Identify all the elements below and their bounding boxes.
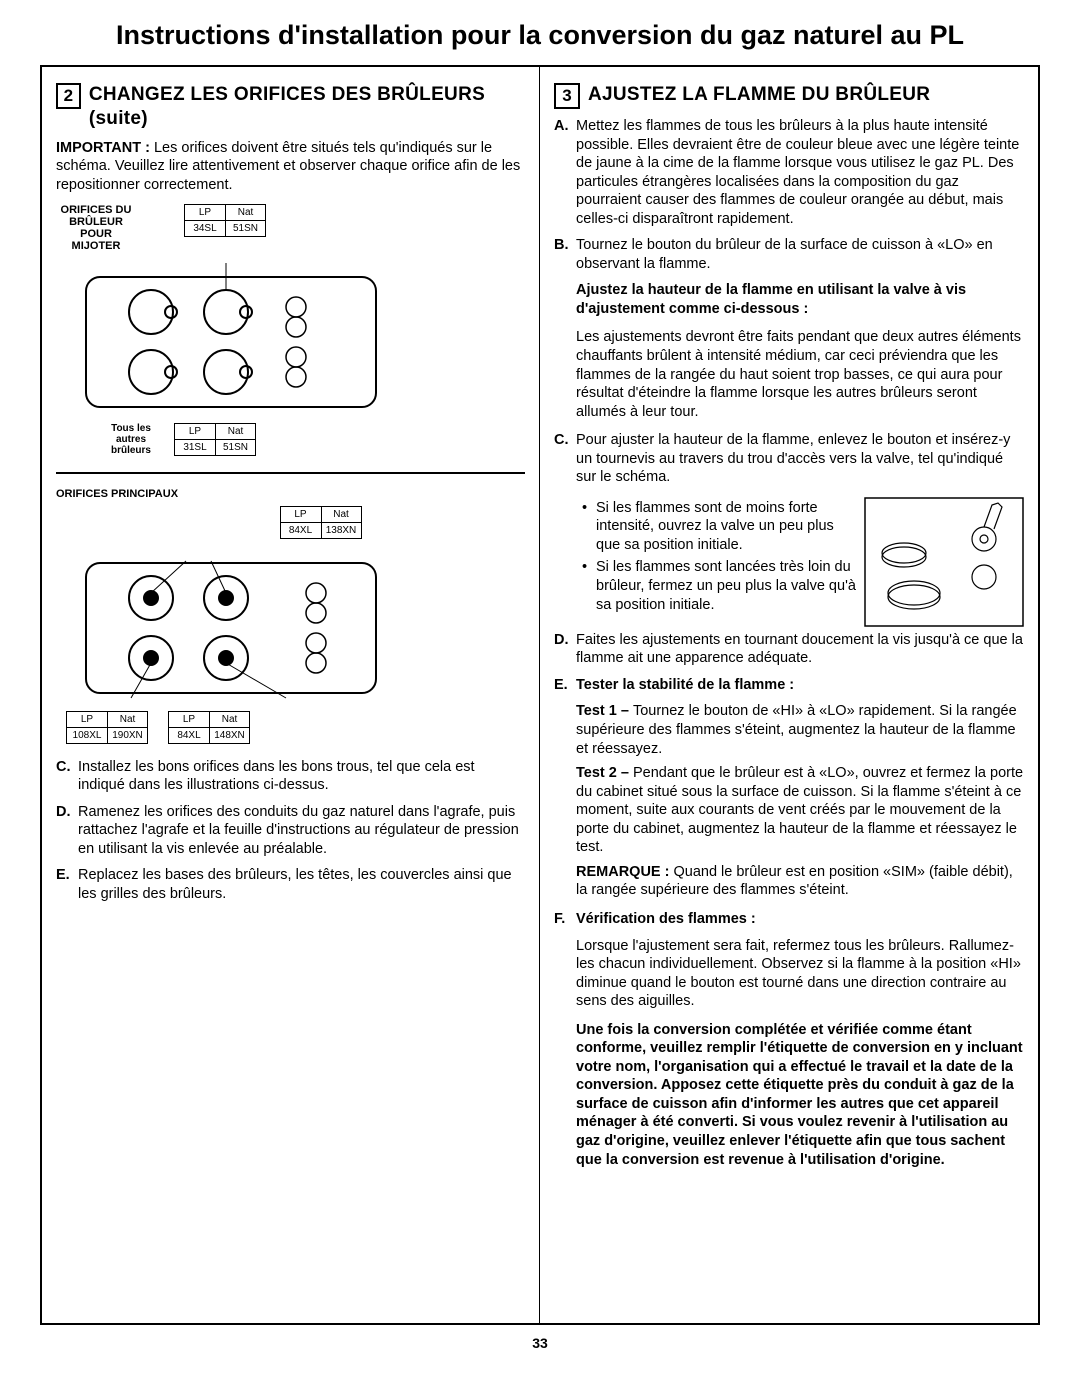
section-2-heading: 2 CHANGEZ LES ORIFICES DES BRÛLEURS (sui… [56,83,525,131]
item-3d: D. Faites les ajustements en tournant do… [554,631,1024,668]
adjust-bold: Ajustez la hauteur de la flamme en utili… [576,281,1024,318]
adjust-para: Les ajustements devront être faits penda… [576,328,1024,421]
page-number: 33 [40,1335,1040,1351]
lp-header: LP [185,205,225,220]
nat-header: Nat [215,424,255,439]
letter-e: E. [554,676,576,695]
simmer-b-lp: 31SL [175,440,215,455]
item-3a: A. Mettez les flammes de tous les brûleu… [554,117,1024,228]
important-label: IMPORTANT : [56,140,150,156]
main-figure-label: ORIFICES PRINCIPAUX [56,488,525,500]
item-2d: D. Ramenez les orifices des conduits du … [56,803,525,859]
nat-header: Nat [321,507,361,522]
item-3d-text: Faites les ajustements en tournant douce… [576,631,1024,668]
item-3e: E. Tester la stabilité de la flamme : [554,676,1024,695]
test2-label: Test 2 – [576,765,633,781]
page-title: Instructions d'installation pour la conv… [40,20,1040,51]
figure-main: ORIFICES PRINCIPAUX LP Nat 84XL 138XN [56,488,525,744]
nat-header: Nat [209,712,249,727]
final-bold-paragraph: Une fois la conversion complétée et véri… [576,1021,1024,1169]
figure-simmer: ORIFICES DU BRÛLEUR POUR MIJOTER LP Nat … [56,204,525,473]
main-br-table: LP Nat 84XL 148XN [168,711,250,744]
bullet-dot-icon: • [582,499,596,555]
main-br-lp: 84XL [169,728,209,743]
bullet-dot-icon: • [582,558,596,614]
test-2: Test 2 – Pendant que le brûleur est à «L… [576,764,1024,857]
item-3f: F. Vérification des flammes : [554,910,1024,929]
remarque: REMARQUE : Quand le brûleur est en posit… [576,863,1024,900]
simmer-bottom-table: LP Nat 31SL 51SN [174,423,256,456]
cooktop-diagram-main [56,543,396,713]
section-3-heading: 3 AJUSTEZ LA FLAMME DU BRÛLEUR [554,83,1024,109]
letter-f: F. [554,910,576,929]
item-3f-bold: Vérification des flammes : [576,910,1024,929]
letter-a: A. [554,117,576,228]
simmer-top-table: LP Nat 34SL 51SN [184,204,266,237]
item-3e-bold: Tester la stabilité de la flamme : [576,676,1024,695]
main-bl-lp: 108XL [67,728,107,743]
test2-text: Pendant que le brûleur est à «LO», ouvre… [576,765,1023,855]
test1-label: Test 1 – [576,703,633,719]
letter-e: E. [56,866,78,903]
valve-adjustment-diagram [864,497,1024,627]
letter-c: C. [56,758,78,795]
right-column: 3 AJUSTEZ LA FLAMME DU BRÛLEUR A. Mettez… [540,67,1038,1323]
simmer-lp-val: 34SL [185,221,225,236]
letter-d: D. [554,631,576,668]
item-3a-text: Mettez les flammes de tous les brûleurs … [576,117,1024,228]
lp-header: LP [281,507,321,522]
simmer-b-nat: 51SN [215,440,255,455]
step-number-3: 3 [554,83,580,109]
item-3c-text: Pour ajuster la hauteur de la flamme, en… [576,431,1024,487]
remarque-label: REMARQUE : [576,864,669,880]
step-3-title: AJUSTEZ LA FLAMME DU BRÛLEUR [588,83,930,107]
step-number-2: 2 [56,83,81,109]
item-3f-para: Lorsque l'ajustement sera fait, refermez… [576,937,1024,1011]
nat-header: Nat [225,205,265,220]
main-bl-table: LP Nat 108XL 190XN [66,711,148,744]
important-note: IMPORTANT : Les orifices doivent être si… [56,139,525,195]
item-2d-text: Ramenez les orifices des conduits du gaz… [78,803,525,859]
item-2e: E. Replacez les bases des brûleurs, les … [56,866,525,903]
lp-header: LP [175,424,215,439]
item-2c: C. Installez les bons orifices dans les … [56,758,525,795]
main-top-nat: 138XN [321,523,361,538]
main-bl-nat: 190XN [107,728,147,743]
main-br-nat: 148XN [209,728,249,743]
simmer-figure-label: ORIFICES DU BRÛLEUR POUR MIJOTER [56,204,136,252]
item-3b: B. Tournez le bouton du brûleur de la su… [554,236,1024,273]
cooktop-diagram-simmer [56,257,396,427]
bullet-2: • Si les flammes sont lancées très loin … [582,558,856,614]
step-2-title: CHANGEZ LES ORIFICES DES BRÛLEURS (suite… [89,83,525,131]
bullet-1: • Si les flammes sont de moins forte int… [582,499,856,555]
bullet-2-text: Si les flammes sont lancées très loin du… [596,558,856,614]
simmer-bottom-label: Tous les autres brûleurs [96,423,166,456]
item-3c: C. Pour ajuster la hauteur de la flamme,… [554,431,1024,487]
test1-text: Tournez le bouton de «HI» à «LO» rapidem… [576,703,1017,756]
simmer-nat-val: 51SN [225,221,265,236]
left-column: 2 CHANGEZ LES ORIFICES DES BRÛLEURS (sui… [42,67,540,1323]
item-2e-text: Replacez les bases des brûleurs, les têt… [78,866,525,903]
letter-c: C. [554,431,576,487]
item-3b-text: Tournez le bouton du brûleur de la surfa… [576,236,1024,273]
nat-header: Nat [107,712,147,727]
lp-header: LP [67,712,107,727]
lp-header: LP [169,712,209,727]
letter-b: B. [554,236,576,273]
bullet-1-text: Si les flammes sont de moins forte inten… [596,499,856,555]
main-top-table: LP Nat 84XL 138XN [280,506,362,539]
item-2c-text: Installez les bons orifices dans les bon… [78,758,525,795]
main-top-lp: 84XL [281,523,321,538]
letter-d: D. [56,803,78,859]
content-frame: 2 CHANGEZ LES ORIFICES DES BRÛLEURS (sui… [40,65,1040,1325]
test-1: Test 1 – Tournez le bouton de «HI» à «LO… [576,702,1024,758]
